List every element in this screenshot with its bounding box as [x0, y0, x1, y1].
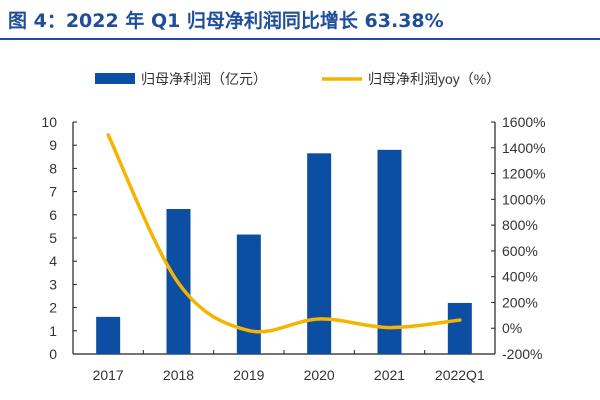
right-tick-label: -200% [502, 346, 542, 362]
left-tick-label: 5 [49, 230, 57, 246]
left-tick-label: 1 [49, 323, 57, 339]
left-tick-label: 6 [49, 207, 57, 223]
right-tick-label: 400% [502, 269, 538, 285]
title-underline [0, 38, 600, 40]
left-tick-label: 2 [49, 300, 57, 316]
right-tick-label: 0% [502, 320, 522, 336]
left-tick-label: 9 [49, 137, 57, 153]
left-tick-label: 10 [41, 114, 57, 130]
right-tick-label: 800% [502, 217, 538, 233]
right-tick-label: 1400% [502, 140, 546, 156]
left-tick-label: 8 [49, 160, 57, 176]
left-tick-label: 0 [49, 346, 57, 362]
legend-bar-swatch [95, 73, 135, 84]
bar-2020 [307, 153, 332, 354]
legend-line-label: 归母净利润yoy（%） [368, 71, 500, 87]
x-tick-label: 2022Q1 [435, 367, 485, 383]
yoy-line [106, 133, 462, 334]
bar-2017 [96, 316, 121, 354]
x-tick-label: 2019 [233, 367, 264, 383]
bar-2021 [377, 149, 402, 354]
right-tick-label: 1600% [502, 114, 546, 130]
x-tick-label: 2018 [163, 367, 194, 383]
x-tick-label: 2021 [374, 367, 405, 383]
x-tick-label: 2017 [93, 367, 124, 383]
bar-2019 [236, 234, 261, 354]
left-tick-label: 7 [49, 184, 57, 200]
x-tick-label: 2020 [304, 367, 335, 383]
right-tick-label: 1000% [502, 191, 546, 207]
chart-title: 图 4：2022 年 Q1 归母净利润同比增长 63.38% [8, 10, 444, 32]
left-tick-label: 3 [49, 276, 57, 292]
right-tick-label: 200% [502, 294, 538, 310]
right-tick-label: 1200% [502, 166, 546, 182]
legend-bar-label: 归母净利润（亿元） [141, 71, 267, 87]
left-tick-label: 4 [49, 253, 57, 269]
right-tick-label: 600% [502, 243, 538, 259]
bar-2022Q1 [447, 302, 472, 354]
